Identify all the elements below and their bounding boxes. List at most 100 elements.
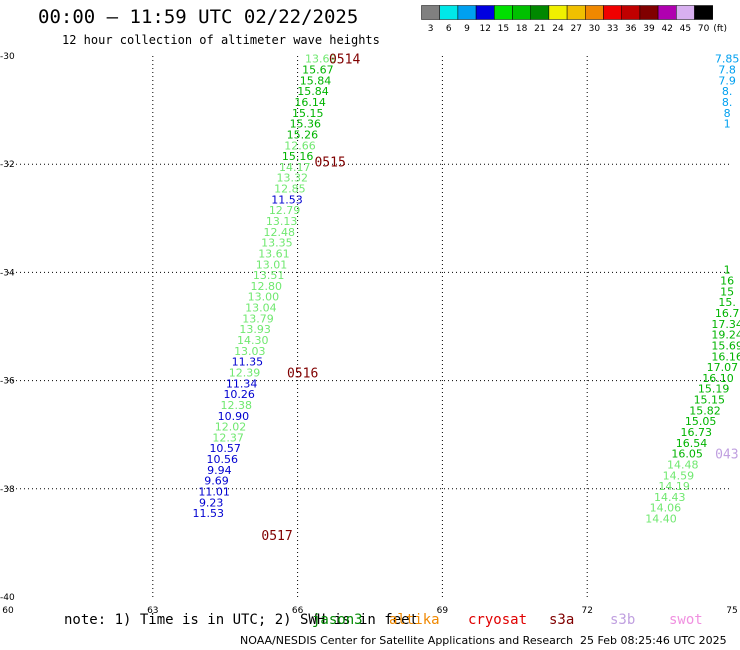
credit-text: NOAA/NESDIS Center for Satellite Applica…: [240, 634, 574, 647]
wave-height-value: 15.82: [689, 404, 721, 417]
wave-height-value: 16: [720, 275, 734, 288]
wave-height-value: 9.23: [199, 496, 224, 509]
x-tick-label: 60: [2, 606, 14, 616]
wave-height-value: 12.38: [221, 399, 253, 412]
colorbar-label: 21: [534, 24, 545, 34]
x-tick-label: 75: [726, 606, 737, 616]
wave-height-value: 14.48: [667, 458, 699, 471]
wave-height-value: 12.37: [212, 431, 244, 444]
y-tick-label: -38: [0, 485, 15, 495]
colorbar-label: 45: [680, 24, 691, 34]
y-tick-label: -32: [0, 160, 15, 170]
wave-height-value: 7.8: [718, 64, 736, 77]
pass-time-label: 043: [715, 448, 738, 463]
x-tick-label: 66: [292, 606, 304, 616]
colorbar-label: 70: [698, 24, 710, 34]
x-tick-label: 63: [147, 606, 158, 616]
wave-height-value: 7.85: [715, 53, 740, 66]
wave-height-value: 16.10: [702, 372, 734, 385]
pass-time-label: 0517: [261, 529, 292, 544]
wave-height-value: 13.51: [253, 269, 285, 282]
colorbar-label: 3: [428, 24, 434, 34]
wave-height-value: 13.04: [245, 302, 277, 315]
wave-height-value: 15.19: [698, 383, 730, 396]
x-tick-label: 69: [437, 606, 449, 616]
wave-height-value: 12.48: [264, 226, 296, 239]
satellite-legend-jason3: jason3: [312, 612, 363, 628]
wave-height-value: 13.93: [239, 323, 271, 336]
wave-height-value: 7.9: [718, 74, 736, 87]
wave-height-value: 12.39: [229, 366, 261, 379]
satellite-legend-swot: swot: [669, 612, 703, 628]
wave-height-value: 16.73: [681, 426, 713, 439]
colorbar-label: 9: [464, 24, 470, 34]
x-tick-label: 72: [581, 606, 592, 616]
wave-height-value: 14.43: [654, 491, 686, 504]
wave-height-value: 12.02: [215, 421, 247, 434]
wave-height-value: 15.: [718, 296, 736, 309]
wave-height-value: 10.56: [207, 453, 239, 466]
pass-time-label: 0515: [314, 155, 345, 170]
colorbar-label: 18: [516, 24, 528, 34]
satellite-legend-altika: altika: [389, 612, 440, 628]
wave-height-value: 8: [724, 107, 731, 120]
wave-height-value: 15: [720, 285, 734, 298]
wave-height-value: 16.14: [294, 96, 326, 109]
colorbar-label: 30: [589, 24, 601, 34]
wave-height-value: 19.24: [711, 329, 740, 342]
colorbar-label: 36: [625, 24, 637, 34]
wave-height-value: 13.01: [256, 258, 288, 271]
chart-subtitle: 12 hour collection of altimeter wave hei…: [62, 33, 380, 47]
chart-title: 00:00 – 11:59 UTC 02/22/2025: [38, 6, 359, 28]
wave-height-value: 15.15: [292, 107, 324, 120]
wave-height-value: 12.80: [250, 280, 282, 293]
colorbar-label: 33: [607, 24, 618, 34]
wave-height-value: 17.07: [707, 361, 739, 374]
wave-height-value: 13.03: [234, 345, 266, 358]
satellite-legend-s3a: s3a: [549, 612, 575, 628]
wave-height-value: 1: [724, 118, 731, 131]
wave-height-value: 16.16: [711, 350, 740, 363]
wave-height-value: 15.36: [290, 118, 322, 131]
pass-time-label: 0514: [329, 53, 360, 68]
wave-height-value: 13.32: [277, 172, 309, 185]
wave-height-value: 9.94: [207, 464, 232, 477]
wave-height-value: 11.53: [193, 507, 225, 520]
wave-height-value: 16.05: [671, 448, 703, 461]
wave-height-value: 1: [724, 264, 731, 277]
colorbar-unit: (ft): [713, 24, 727, 34]
wave-height-value: 14.59: [663, 469, 695, 482]
wave-height-value: 8.: [722, 96, 733, 109]
wave-height-value: 15.69: [711, 339, 740, 352]
colorbar-label: 12: [479, 24, 490, 34]
wave-height-value: 15.05: [685, 415, 717, 428]
wave-height-value: 13.69: [305, 53, 337, 66]
wave-height-value: 12.66: [284, 139, 316, 152]
wave-height-value: 15.84: [300, 74, 332, 87]
wave-height-value: 16.7: [715, 307, 740, 320]
wave-height-value: 15.84: [297, 85, 329, 98]
wave-height-value: 14.06: [650, 502, 682, 515]
pass-time-label: 0516: [287, 366, 318, 381]
wave-height-value: 16.54: [676, 437, 708, 450]
wave-height-value: 17.34: [711, 318, 740, 331]
wave-height-value: 15.16: [282, 150, 314, 163]
wave-height-value: 10.26: [223, 388, 255, 401]
wave-height-value: 13.00: [248, 291, 280, 304]
colorbar-label: 27: [570, 24, 581, 34]
colorbar-legend: 3 6 9 12 15 18 21 24 27 30 33 36 39 42 45 70 (ft): [421, 5, 727, 34]
wave-height-value: 11.01: [198, 486, 230, 499]
wave-height-value: 14.30: [237, 334, 269, 347]
satellite-legend-s3b: s3b: [610, 612, 636, 628]
colorbar-label: 39: [643, 24, 655, 34]
wave-height-value: 15.15: [694, 394, 726, 407]
wave-height-value: 11.53: [271, 193, 303, 206]
wave-height-value: 15.67: [302, 64, 334, 77]
generation-timestamp: 25 Feb 08:25:46 UTC 2025: [580, 634, 727, 647]
wave-height-value: 12.79: [269, 204, 301, 217]
y-tick-label: -40: [0, 593, 15, 603]
wave-height-value: 13.61: [258, 247, 290, 260]
wave-height-value: 13.35: [261, 237, 293, 250]
colorbar-label: 24: [552, 24, 564, 34]
